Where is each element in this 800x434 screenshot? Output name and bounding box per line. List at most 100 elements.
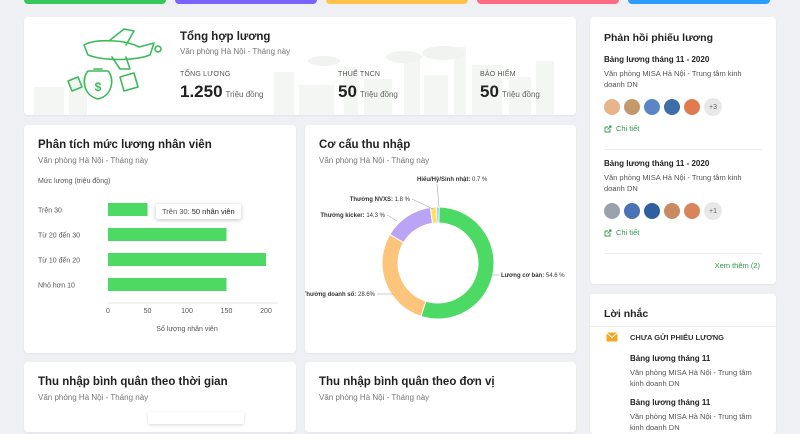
slice-label: Thưởng kicker: 14.3 % bbox=[320, 213, 385, 219]
summary-label: TỔNG LƯƠNG bbox=[180, 71, 231, 78]
feedback-item-title: Bảng lương tháng 11 - 2020 bbox=[604, 159, 710, 168]
feedback-item[interactable]: Bảng lương tháng 11 - 2020 Văn phòng MIS… bbox=[604, 55, 764, 133]
income-structure-subtitle: Văn phòng Hà Nội - Tháng này bbox=[319, 156, 430, 165]
avg-time-tooltip-placeholder bbox=[148, 412, 244, 424]
avatar[interactable] bbox=[644, 203, 660, 219]
avg-unit-subtitle: Văn phòng Hà Nội - Tháng này bbox=[319, 393, 430, 402]
top-color-strip bbox=[477, 0, 619, 4]
summary-unit: Triệu đồng bbox=[359, 90, 398, 99]
summary-value: 50 bbox=[338, 82, 357, 101]
x-tick-label: 150 bbox=[221, 308, 233, 315]
bar[interactable] bbox=[108, 253, 266, 266]
donut-slice[interactable] bbox=[389, 206, 434, 244]
feedback-title: Phản hồi phiếu lương bbox=[604, 32, 713, 44]
reminder-card: Lời nhắc CHƯA GỬI PHIẾU LƯƠNG Bảng lương… bbox=[590, 294, 776, 434]
bar[interactable] bbox=[108, 278, 227, 291]
reminder-heading: CHƯA GỬI PHIẾU LƯƠNG bbox=[630, 333, 724, 342]
salary-analysis-title: Phân tích mức lương nhân viên bbox=[38, 139, 212, 151]
avatar[interactable] bbox=[624, 99, 640, 115]
category-label: Nhỏ hơn 10 bbox=[38, 282, 75, 290]
x-tick-label: 0 bbox=[106, 308, 110, 315]
svg-text:$: $ bbox=[95, 80, 102, 94]
reminder-item-title: Bảng lương tháng 11 bbox=[630, 354, 711, 363]
avatar-row: +1 bbox=[604, 202, 764, 220]
tooltip-value: 50 nhân viên bbox=[191, 207, 235, 216]
summary-value: 1.250 bbox=[180, 82, 223, 101]
top-color-strip bbox=[326, 0, 468, 4]
feedback-divider bbox=[604, 149, 762, 150]
more-avatars-badge[interactable]: +3 bbox=[704, 98, 722, 116]
top-color-strip bbox=[628, 0, 770, 4]
x-tick-label: 50 bbox=[144, 308, 152, 315]
salary-summary-card: $ Tổng hợp lương Văn phòng Hà Nội - Thán… bbox=[24, 17, 576, 115]
detail-link-label: Chi tiết bbox=[616, 228, 640, 238]
reminder-item-title: Bảng lương tháng 11 bbox=[630, 398, 711, 407]
leader-line bbox=[436, 183, 440, 208]
reminder-item[interactable]: Bảng lương tháng 11 Văn phòng MISA Hà Nộ… bbox=[630, 398, 766, 433]
avg-time-subtitle: Văn phòng Hà Nội - Tháng này bbox=[38, 393, 149, 402]
avatar[interactable] bbox=[664, 99, 680, 115]
reminder-item-desc: Văn phòng MISA Hà Nội - Trung tâm kinh d… bbox=[630, 368, 752, 388]
slice-label: Hiếu/Hỷ/Sinh nhật: 0.7 % bbox=[417, 176, 488, 183]
avatar[interactable] bbox=[624, 203, 640, 219]
bar[interactable] bbox=[108, 203, 148, 216]
see-more-link[interactable]: Xem thêm (2) bbox=[714, 261, 760, 270]
slice-label: Thưởng NVXS: 1.8 % bbox=[350, 197, 411, 203]
avatar[interactable] bbox=[684, 99, 700, 115]
x-axis-label: Số lượng nhân viên bbox=[156, 324, 218, 333]
slice-label: Lương cơ bản: 54.6 % bbox=[501, 273, 565, 279]
reminder-item[interactable]: Bảng lương tháng 11 Văn phòng MISA Hà Nộ… bbox=[630, 354, 766, 389]
x-tick-label: 100 bbox=[181, 308, 193, 315]
external-link-icon bbox=[604, 125, 612, 133]
avatar[interactable] bbox=[684, 203, 700, 219]
category-label: Từ 20 đến 30 bbox=[38, 231, 80, 240]
more-avatars-badge[interactable]: +1 bbox=[704, 202, 722, 220]
avg-unit-title: Thu nhập bình quân theo đơn vị bbox=[319, 376, 495, 388]
avatar-row: +3 bbox=[604, 98, 764, 116]
income-donut-chart: Lương cơ bản: 54.6 % Thưởng doanh số: 28.… bbox=[305, 176, 565, 320]
airplane-money-illustration-icon: $ bbox=[67, 28, 162, 100]
summary-income-tax: THUẾ TNCN 50 Triệu đồng bbox=[338, 71, 398, 102]
feedback-item-desc: Văn phòng MISA Hà Nội - Trung tâm kinh d… bbox=[604, 69, 742, 89]
tooltip-label: Trên 30: bbox=[162, 207, 190, 216]
donut-slice[interactable] bbox=[436, 206, 440, 224]
slice-label: Thưởng doanh số: 28.6% bbox=[305, 291, 376, 298]
avg-income-time-card: Thu nhập bình quân theo thời gian Văn ph… bbox=[24, 362, 296, 432]
category-label: Trên 30 bbox=[38, 208, 62, 215]
summary-value: 50 bbox=[480, 82, 499, 101]
summary-unit: Triệu đồng bbox=[501, 90, 540, 99]
salary-bar-chart: Mức lương (triệu đồng) Trên 30 Từ 20 đến 3… bbox=[38, 176, 278, 333]
detail-link[interactable]: Chi tiết bbox=[604, 124, 764, 133]
feedback-item[interactable]: Bảng lương tháng 11 - 2020 Văn phòng MIS… bbox=[604, 159, 764, 237]
x-tick-label: 200 bbox=[260, 308, 272, 315]
feedback-divider bbox=[604, 253, 762, 254]
category-label: Từ 10 đến 20 bbox=[38, 256, 80, 265]
bar[interactable] bbox=[108, 228, 227, 241]
donut-slice[interactable] bbox=[381, 233, 427, 317]
summary-label: BẢO HIỂM bbox=[480, 71, 516, 78]
summary-total-salary: TỔNG LƯƠNG 1.250 Triệu đồng bbox=[180, 71, 264, 102]
reminder-title: Lời nhắc bbox=[604, 308, 649, 320]
mail-icon bbox=[606, 332, 618, 342]
summary-insurance: BẢO HIỂM 50 Triệu đồng bbox=[480, 71, 540, 102]
y-axis-label: Mức lương (triệu đồng) bbox=[38, 176, 110, 185]
avatar[interactable] bbox=[664, 203, 680, 219]
detail-link[interactable]: Chi tiết bbox=[604, 228, 764, 237]
avg-time-title: Thu nhập bình quân theo thời gian bbox=[38, 376, 228, 388]
income-structure-title: Cơ cấu thu nhập bbox=[319, 139, 411, 151]
avatar[interactable] bbox=[604, 99, 620, 115]
avatar[interactable] bbox=[644, 99, 660, 115]
summary-title: Tổng hợp lương bbox=[180, 31, 271, 43]
top-color-strip bbox=[24, 0, 166, 4]
summary-label: THUẾ TNCN bbox=[338, 71, 381, 78]
avg-income-unit-card: Thu nhập bình quân theo đơn vị Văn phòng… bbox=[305, 362, 576, 432]
skyline-background bbox=[34, 46, 554, 115]
salary-analysis-subtitle: Văn phòng Hà Nội - Tháng này bbox=[38, 156, 149, 165]
avatar[interactable] bbox=[604, 203, 620, 219]
reminder-item-desc: Văn phòng MISA Hà Nội - Trung tâm kinh d… bbox=[630, 412, 752, 432]
income-structure-card: Cơ cấu thu nhập Văn phòng Hà Nội - Tháng… bbox=[305, 125, 576, 353]
summary-subtitle: Văn phòng Hà Nội - Tháng này bbox=[180, 47, 291, 56]
bar-tooltip: Trên 30: 50 nhân viên bbox=[156, 204, 241, 219]
feedback-item-desc: Văn phòng MISA Hà Nội - Trung tâm kinh d… bbox=[604, 173, 742, 193]
leader-line bbox=[411, 198, 434, 210]
